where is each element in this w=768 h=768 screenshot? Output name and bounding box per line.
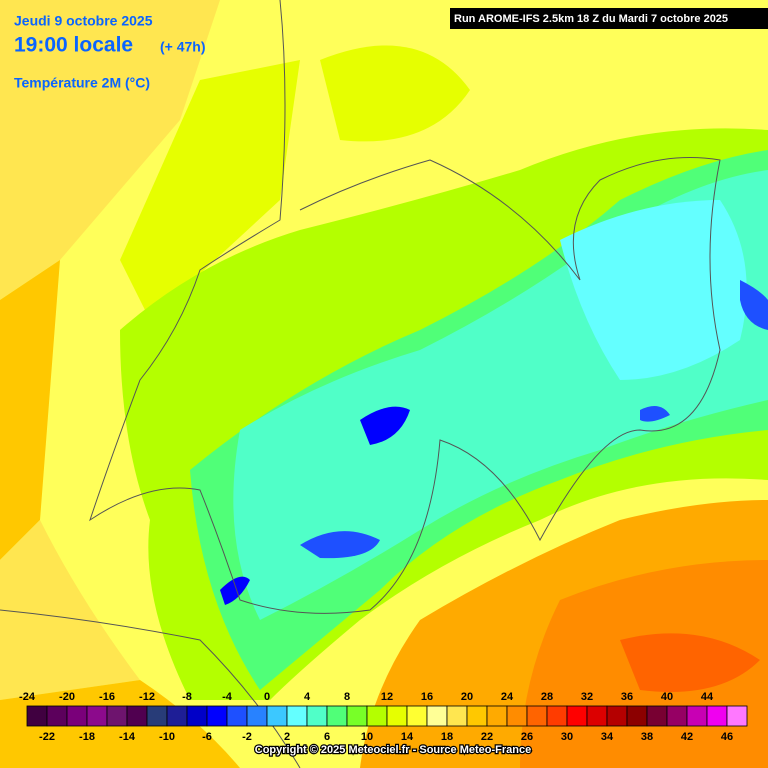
scale-box [626,705,648,727]
run-box [450,8,768,29]
scale-box [686,705,708,727]
scale-label: 18 [441,731,453,743]
scale-box [706,705,728,727]
scale-label: -2 [242,731,252,743]
scale-box [326,705,348,727]
scale-box [366,705,388,727]
scale-label: 34 [601,731,614,743]
scale-label: 32 [581,691,593,703]
scale-box [246,705,268,727]
scale-label: -8 [182,691,192,703]
scale-label: 4 [304,691,311,703]
scale-label: 42 [681,731,693,743]
scale-box [466,705,488,727]
scale-label: -4 [222,691,233,703]
scale-box [426,705,448,727]
variable: Température 2M (°C) [14,75,150,91]
scale-label: -14 [119,731,136,743]
scale-box [286,705,308,727]
scale-label: -10 [159,731,175,743]
scale-label: -24 [19,691,36,703]
scale-label: 8 [344,691,350,703]
copyright: Copyright © 2025 Meteociel.fr - Source M… [255,744,531,756]
scale-label: 38 [641,731,653,743]
date: Jeudi 9 octobre 2025 [14,13,153,29]
color-scale: -24-22-20-18-16-14-12-10-8-6-4-202468101… [19,691,748,743]
scale-label: -6 [202,731,212,743]
scale-box [526,705,548,727]
scale-box [726,705,748,727]
scale-label: 2 [284,731,290,743]
scale-box [166,705,188,727]
scale-box [306,705,328,727]
scale-box [506,705,528,727]
scale-label: -22 [39,731,55,743]
scale-box [566,705,588,727]
scale-box [106,705,128,727]
scale-label: 28 [541,691,553,703]
scale-label: -16 [99,691,115,703]
scale-label: 12 [381,691,393,703]
scale-label: 30 [561,731,573,743]
scale-box [486,705,508,727]
scale-label: 20 [461,691,473,703]
scale-label: -18 [79,731,95,743]
scale-box [386,705,408,727]
scale-box [646,705,668,727]
scale-label: 22 [481,731,493,743]
time: 19:00 locale [14,34,133,57]
scale-box [546,705,568,727]
scale-box [606,705,628,727]
scale-label: 26 [521,731,533,743]
scale-box [86,705,108,727]
scale-label: -20 [59,691,75,703]
scale-box [206,705,228,727]
scale-box [146,705,168,727]
scale-box [666,705,688,727]
scale-label: 0 [264,691,270,703]
scale-label: 36 [621,691,633,703]
scale-label: 46 [721,731,733,743]
scale-label: 44 [701,691,714,703]
scale-label: 6 [324,731,330,743]
scale-box [346,705,368,727]
run-info: Run AROME-IFS 2.5km 18 Z du Mardi 7 octo… [454,13,728,25]
lead-time: (+ 47h) [160,39,206,55]
scale-box [266,705,288,727]
scale-box [126,705,148,727]
scale-label: -12 [139,691,155,703]
scale-label: 16 [421,691,433,703]
scale-label: 40 [661,691,673,703]
scale-box [226,705,248,727]
scale-box [46,705,68,727]
scale-label: 24 [501,691,514,703]
scale-box [186,705,208,727]
scale-label: 14 [401,731,414,743]
scale-box [586,705,608,727]
scale-label: 10 [361,731,373,743]
scale-box [446,705,468,727]
scale-box [406,705,428,727]
scale-box [26,705,48,727]
scale-box [66,705,88,727]
